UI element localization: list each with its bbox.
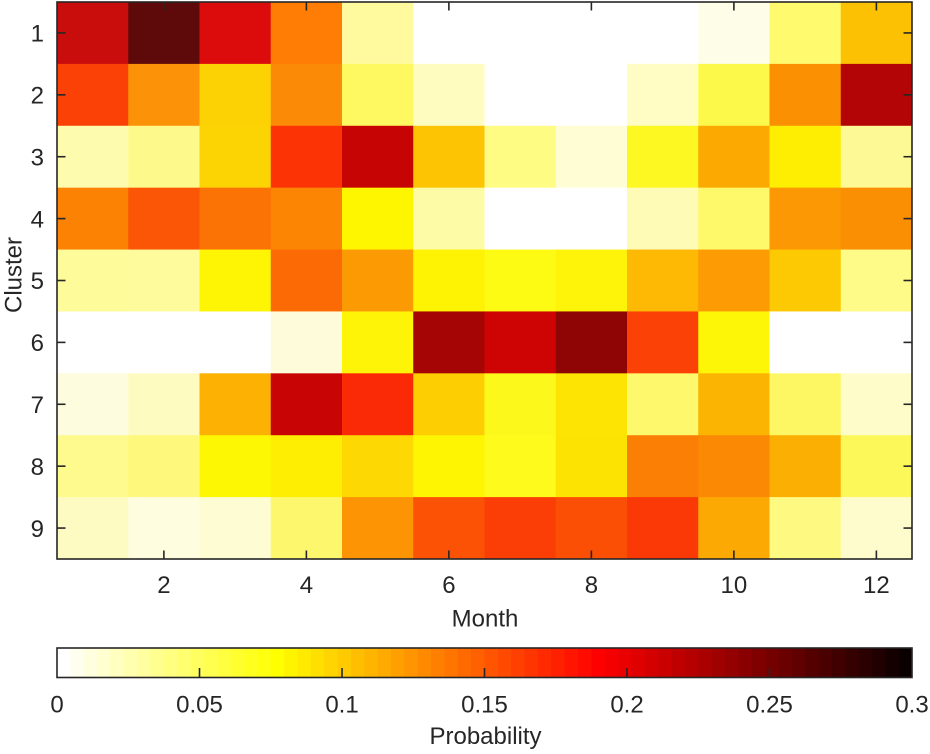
svg-text:6: 6 (31, 330, 44, 357)
svg-text:0: 0 (50, 692, 63, 719)
svg-text:6: 6 (442, 572, 455, 599)
svg-text:0.25: 0.25 (746, 692, 793, 719)
svg-text:12: 12 (863, 572, 890, 599)
svg-text:Probability: Probability (429, 723, 541, 749)
svg-text:3: 3 (31, 144, 44, 171)
svg-text:5: 5 (31, 268, 44, 295)
svg-text:0.05: 0.05 (176, 692, 223, 719)
svg-text:0.3: 0.3 (895, 692, 928, 719)
svg-text:9: 9 (31, 516, 44, 543)
svg-text:8: 8 (31, 454, 44, 481)
svg-text:4: 4 (300, 572, 313, 599)
svg-text:0.15: 0.15 (461, 692, 508, 719)
svg-text:10: 10 (721, 572, 748, 599)
svg-text:2: 2 (157, 572, 170, 599)
svg-text:Month: Month (452, 606, 519, 633)
svg-text:1: 1 (31, 21, 44, 48)
svg-text:Cluster: Cluster (1, 237, 28, 313)
svg-text:7: 7 (31, 392, 44, 419)
svg-text:4: 4 (31, 206, 44, 233)
svg-text:2: 2 (31, 83, 44, 110)
svg-text:8: 8 (585, 572, 598, 599)
svg-text:0.1: 0.1 (325, 692, 358, 719)
svg-text:0.2: 0.2 (610, 692, 643, 719)
